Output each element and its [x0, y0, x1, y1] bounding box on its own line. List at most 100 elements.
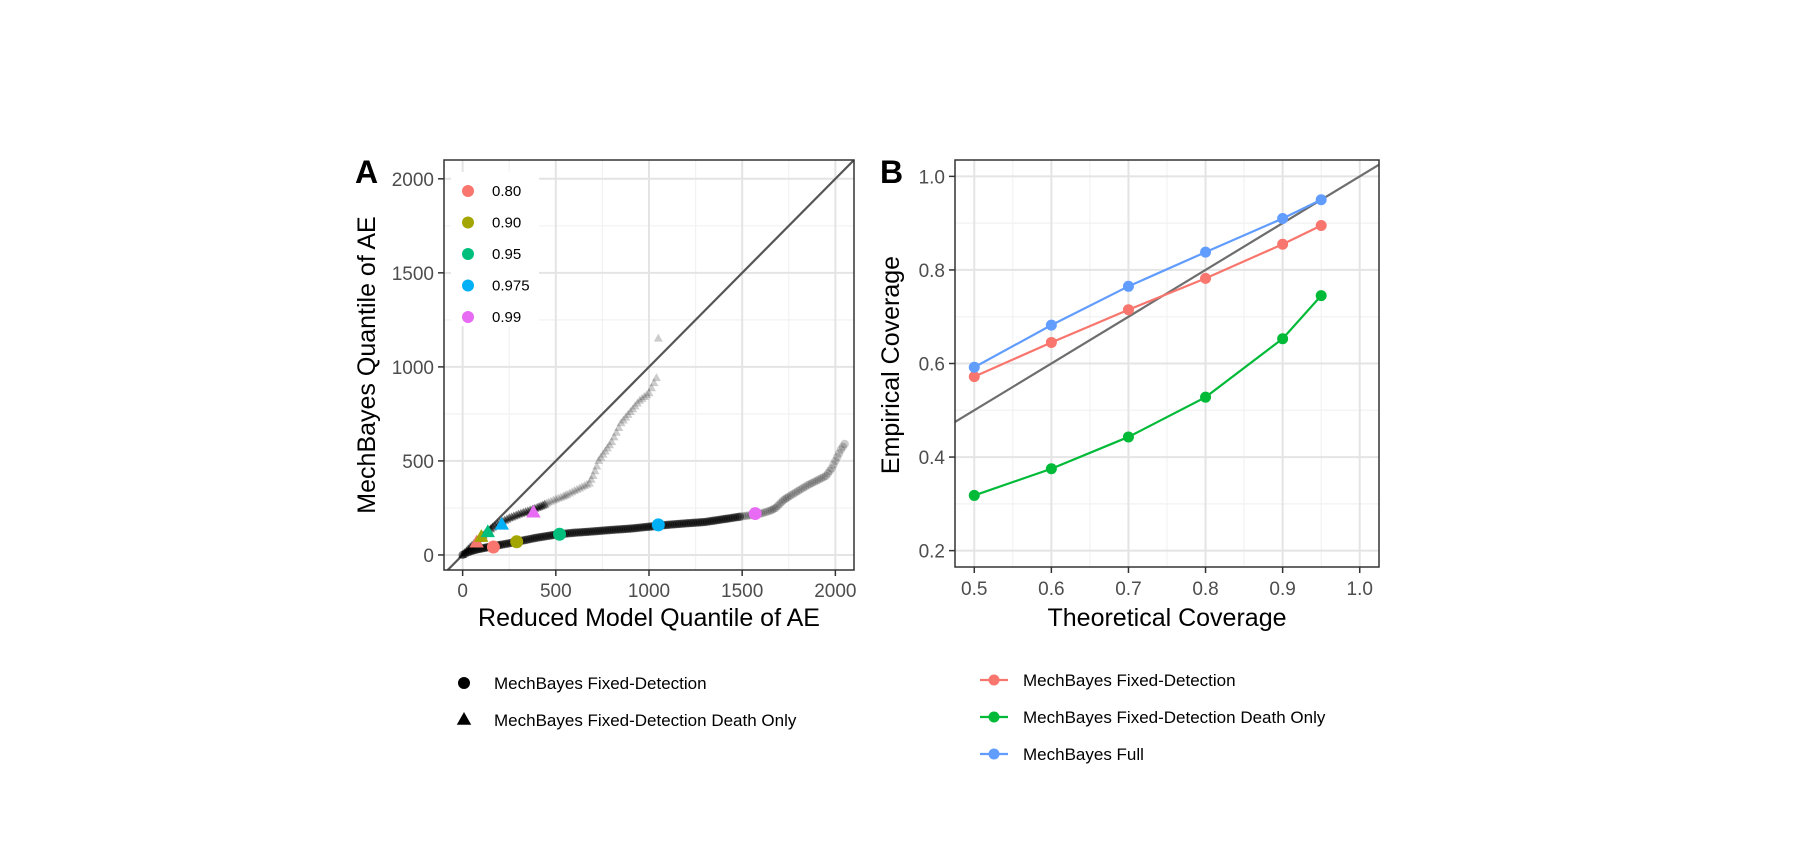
- highlight-point: [526, 504, 541, 518]
- legend-label: MechBayes Fixed-Detection: [494, 674, 707, 693]
- series-point: [1122, 280, 1134, 292]
- data-point: [767, 505, 777, 515]
- data-point: [793, 486, 803, 496]
- legend-key: [988, 748, 1000, 760]
- data-point: [623, 409, 633, 418]
- tick-label: 1500: [721, 581, 763, 602]
- series-point: [1200, 246, 1212, 258]
- tick-label: 500: [402, 452, 434, 473]
- data-point: [548, 495, 558, 504]
- series-line: [973, 224, 1322, 378]
- tick-label: 0.9: [1269, 579, 1295, 600]
- legend-key: [462, 185, 474, 197]
- tick-label: 0.6: [919, 355, 945, 376]
- data-point: [831, 456, 840, 466]
- data-point: [823, 469, 833, 478]
- data-point: [834, 449, 844, 458]
- series-point: [1045, 463, 1057, 475]
- panel-a-highlights: [469, 504, 762, 554]
- data-point: [819, 472, 828, 482]
- panel-b-lines: [968, 194, 1327, 501]
- legend-key: [988, 674, 1000, 686]
- legend-label: MechBayes Fixed-Detection Death Only: [1023, 708, 1326, 727]
- data-point: [800, 482, 810, 491]
- series-point: [1277, 238, 1289, 250]
- tick-label: 0.8: [919, 261, 945, 282]
- data-point: [778, 496, 788, 505]
- data-point: [542, 498, 551, 507]
- tick-label: 1000: [628, 581, 670, 602]
- data-point: [632, 398, 642, 407]
- tick-label: 0: [423, 546, 434, 567]
- series-point: [1045, 336, 1057, 348]
- panel-b-x-ticks: 0.5 0.6 0.7 0.8 0.9 1.0: [961, 567, 1373, 600]
- tick-label: 1.0: [919, 167, 945, 188]
- data-point: [594, 455, 604, 464]
- series-point: [968, 361, 980, 373]
- legend-label: 0.90: [492, 215, 521, 232]
- legend-label: MechBayes Fixed-Detection: [1023, 671, 1236, 690]
- panel-b-y-label: Empirical Coverage: [877, 256, 905, 474]
- data-point: [649, 378, 659, 387]
- data-point: [814, 475, 824, 484]
- data-point: [807, 478, 817, 488]
- data-point: [791, 488, 800, 497]
- tick-label: 1000: [392, 358, 434, 379]
- panel-b-tag: B: [880, 154, 903, 190]
- panel-a-reference-line: [446, 159, 855, 571]
- data-point: [540, 499, 550, 508]
- data-point: [582, 479, 592, 488]
- panel-a: A 0.80 0.90 0.95 0.975 0.99 0 500 1000 1500 2000…: [353, 154, 857, 730]
- panel-a-shape-legend: MechBayes Fixed-Detection MechBayes Fixed…: [456, 674, 797, 730]
- data-point: [579, 480, 589, 489]
- data-point: [567, 487, 577, 496]
- series-point: [1200, 391, 1212, 403]
- data-point: [821, 471, 831, 481]
- highlight-point: [651, 518, 665, 532]
- highlight-point: [480, 524, 495, 538]
- tick-label: 0.6: [1038, 579, 1064, 600]
- data-point: [784, 492, 793, 501]
- data-point: [586, 474, 596, 483]
- legend-label: MechBayes Full: [1023, 745, 1144, 764]
- data-point: [577, 482, 587, 491]
- highlight-point: [494, 516, 509, 530]
- data-point: [551, 494, 561, 503]
- highlight-point: [486, 540, 500, 554]
- data-point: [569, 486, 579, 495]
- data-point: [574, 483, 584, 492]
- tick-label: 0: [457, 581, 468, 602]
- legend-key: [458, 677, 470, 689]
- data-point: [838, 442, 848, 452]
- data-point: [630, 401, 640, 410]
- data-point: [616, 418, 626, 427]
- panel-a-y-ticks: 0 500 1000 1500 2000: [392, 170, 444, 567]
- legend-label: 0.99: [492, 309, 521, 326]
- legend-label: 0.95: [492, 246, 521, 263]
- tick-label: 2000: [392, 170, 434, 191]
- panel-b: B 0.5 0.6 0.7 0.8 0.9 1.0 0.2 0.4 0.6 0.8 1.0 The…: [877, 154, 1380, 764]
- data-point: [803, 481, 812, 490]
- data-point: [761, 507, 770, 517]
- data-point: [817, 474, 826, 483]
- data-point: [833, 452, 842, 462]
- panel-b-legend: MechBayes Fixed-Detection MechBayes Fixed…: [980, 671, 1326, 764]
- series-point: [1122, 431, 1134, 443]
- data-point: [558, 491, 568, 500]
- data-point: [775, 499, 784, 509]
- legend-label: MechBayes Fixed-Detection Death Only: [494, 711, 797, 730]
- tick-label: 500: [540, 581, 572, 602]
- data-point: [810, 477, 819, 487]
- legend-key: [462, 248, 474, 260]
- data-point: [611, 427, 621, 436]
- data-point: [588, 470, 598, 479]
- series-point: [1315, 290, 1327, 302]
- panel-a-points: [458, 333, 849, 560]
- series-point: [1200, 272, 1212, 284]
- legend-key: [462, 216, 474, 229]
- legend-key: [988, 711, 1000, 723]
- panel-a-x-label: Reduced Model Quantile of AE: [478, 604, 820, 632]
- data-point: [735, 512, 745, 521]
- data-point: [592, 461, 602, 470]
